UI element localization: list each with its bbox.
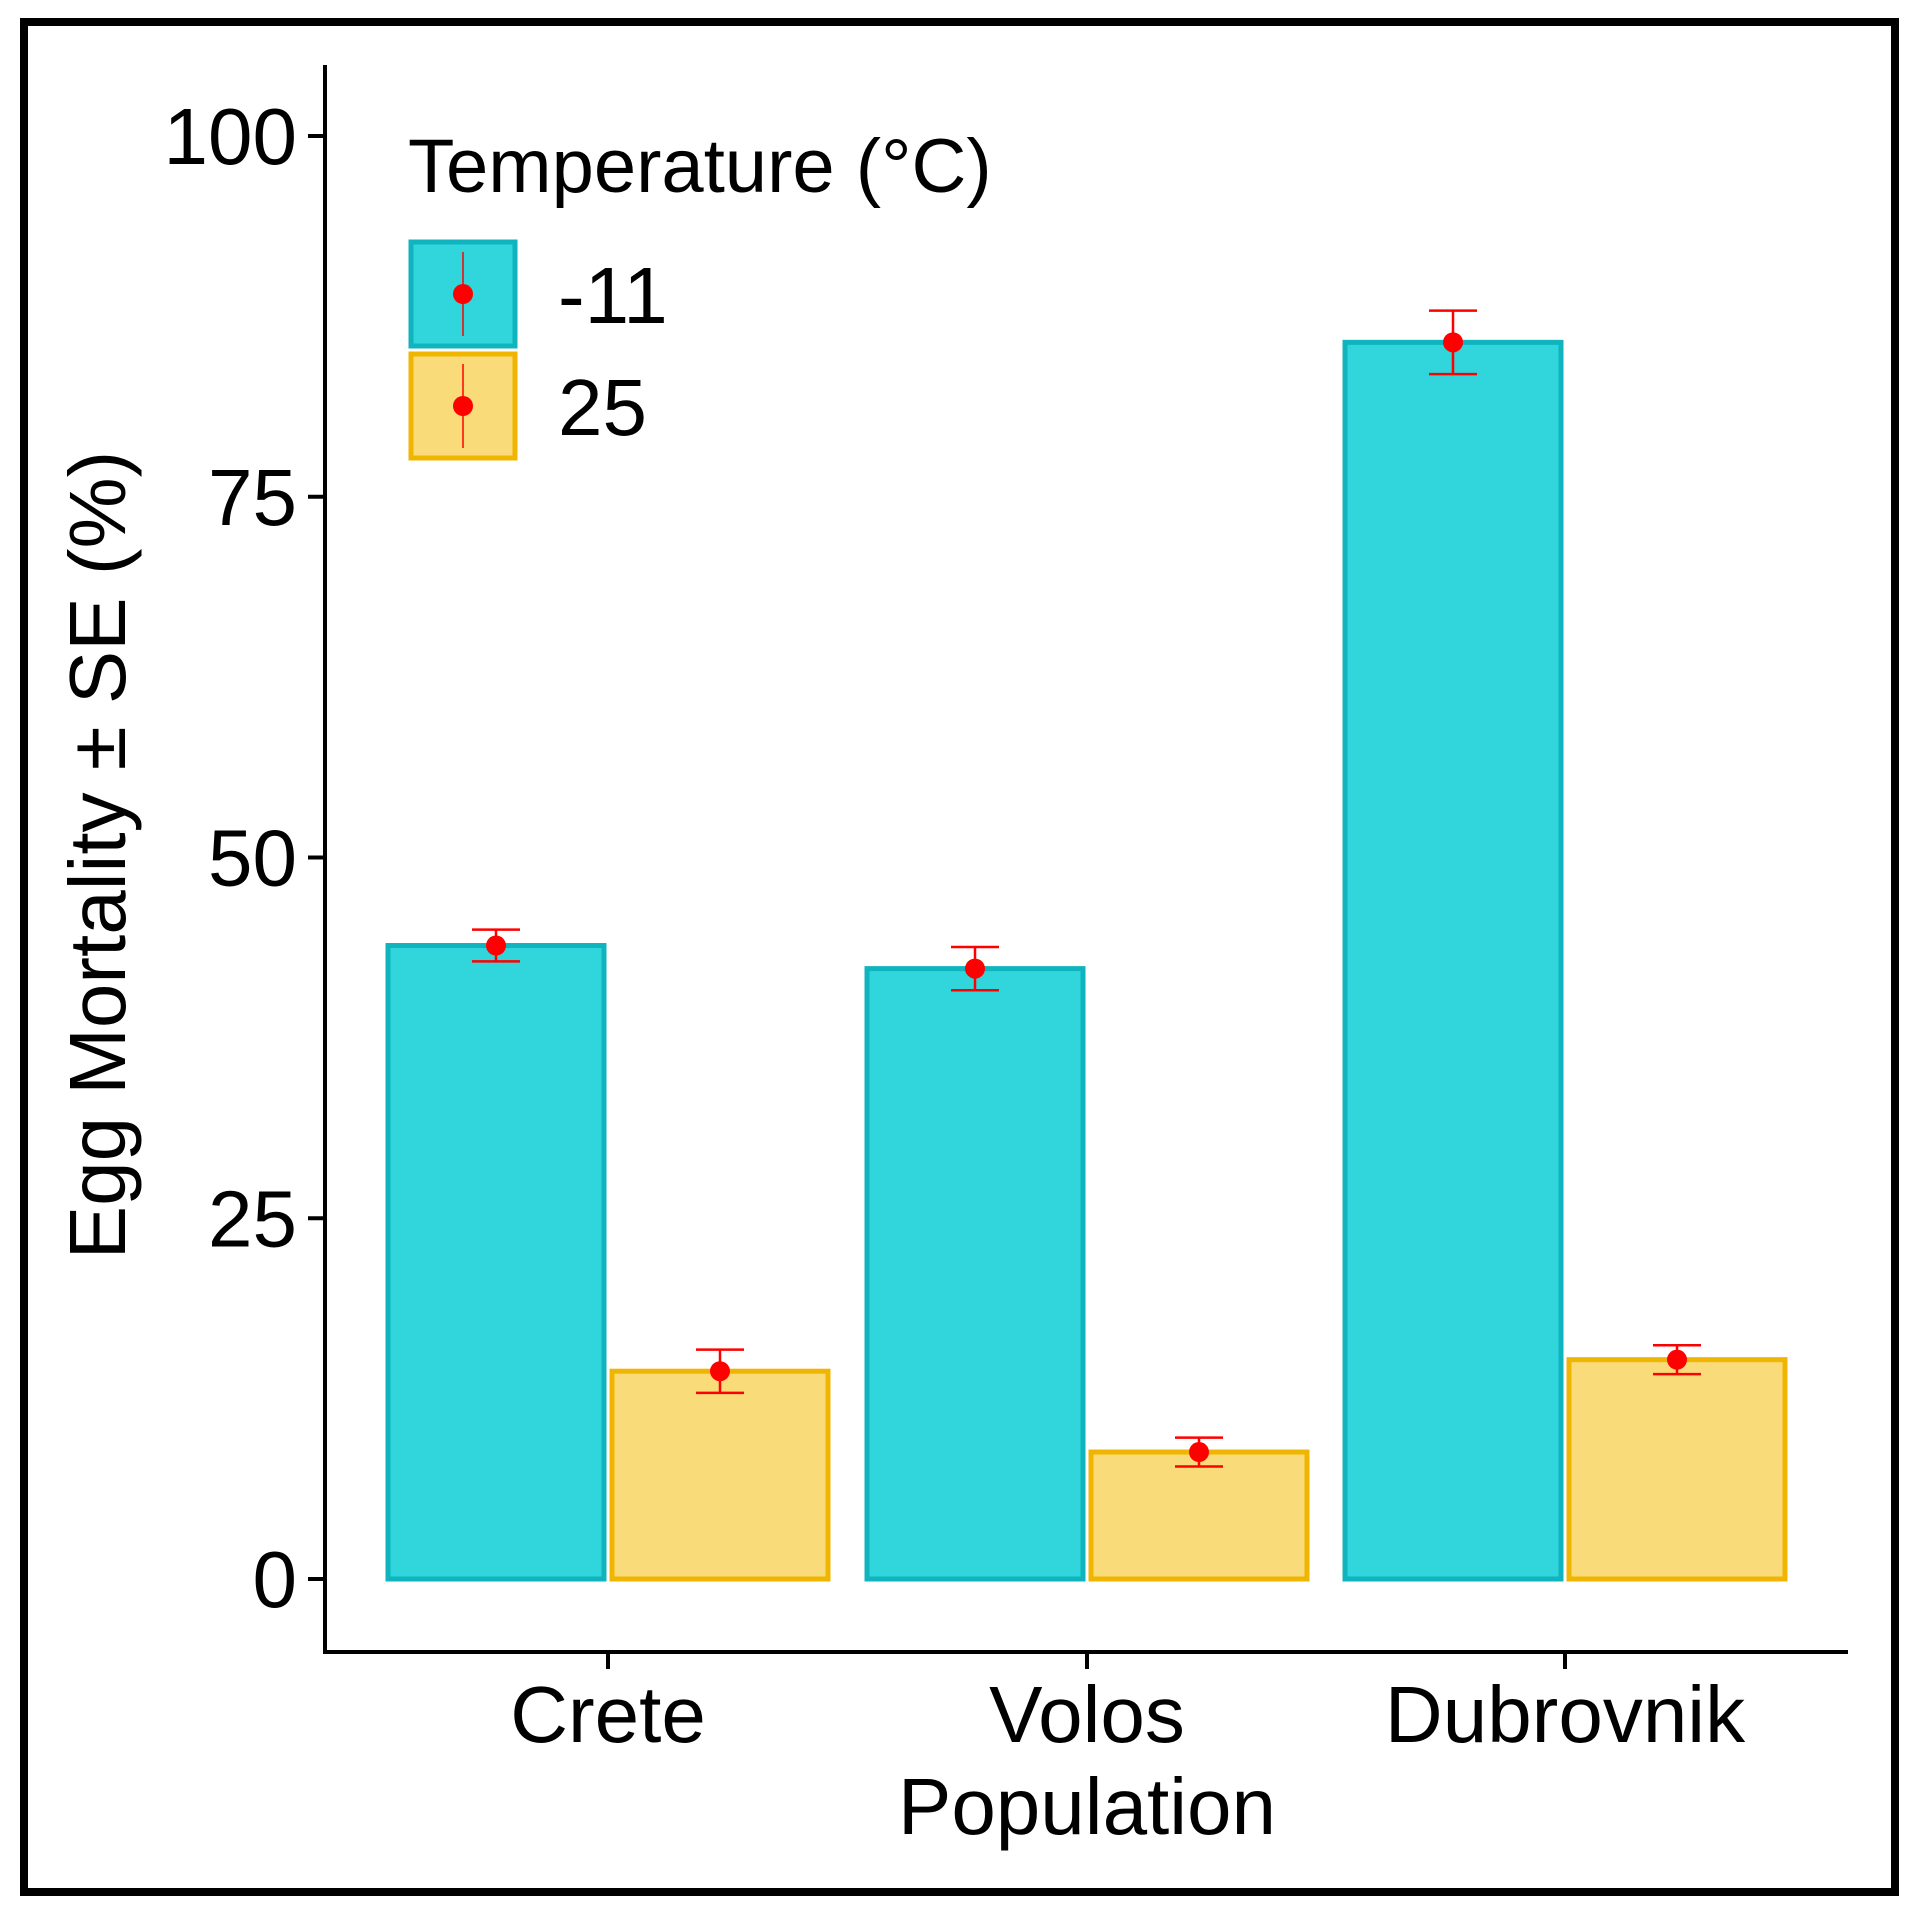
legend-key-point [453, 284, 473, 304]
y-tick-label: 25 [208, 1174, 297, 1263]
bar-dubrovnik-25 [1566, 1357, 1788, 1582]
error-bar [1653, 1343, 1701, 1376]
mean-point [710, 1361, 730, 1382]
figure-border [20, 18, 1899, 1896]
error-bar [1429, 309, 1477, 376]
bar-volos-25 [1088, 1449, 1310, 1582]
y-tick-label: 0 [253, 1535, 298, 1624]
bar-crete-25 [609, 1368, 831, 1582]
legend-title: Temperature (°C) [408, 124, 992, 209]
x-tick-label-volos: Volos [989, 1670, 1185, 1759]
y-axis-ticks: 0 25 50 75 100 [164, 92, 325, 1624]
y-axis-title: Egg Mortality ± SE (%) [53, 451, 142, 1260]
x-tick-label-dubrovnik: Dubrovnik [1385, 1670, 1746, 1759]
error-bar [696, 1348, 744, 1395]
legend-label: -11 [558, 251, 668, 340]
y-tick-label: 50 [208, 814, 297, 903]
error-bar [472, 928, 520, 963]
error-bar [951, 945, 999, 992]
x-axis-ticks: Crete Volos Dubrovnik [510, 1652, 1746, 1759]
bars-layer [385, 339, 1788, 1582]
error-bar [1175, 1436, 1223, 1468]
mean-point [1667, 1349, 1687, 1370]
mean-point [1189, 1442, 1209, 1463]
y-tick-label: 75 [208, 453, 297, 542]
y-tick-label: 100 [164, 92, 297, 181]
bar-volos-minus11 [864, 966, 1086, 1582]
mean-point [1443, 332, 1463, 353]
legend-item-minus11: -11 [408, 239, 668, 349]
legend-label: 25 [558, 363, 647, 452]
mean-point [965, 958, 985, 979]
legend-item-25: 25 [408, 351, 647, 461]
bar-crete-minus11 [385, 943, 607, 1582]
errorbars-layer [472, 309, 1701, 1468]
legend-key-point [453, 396, 473, 416]
x-tick-label-crete: Crete [510, 1670, 706, 1759]
x-axis-title: Population [898, 1762, 1276, 1851]
mean-point [486, 935, 506, 956]
bar-dubrovnik-minus11 [1342, 339, 1564, 1582]
